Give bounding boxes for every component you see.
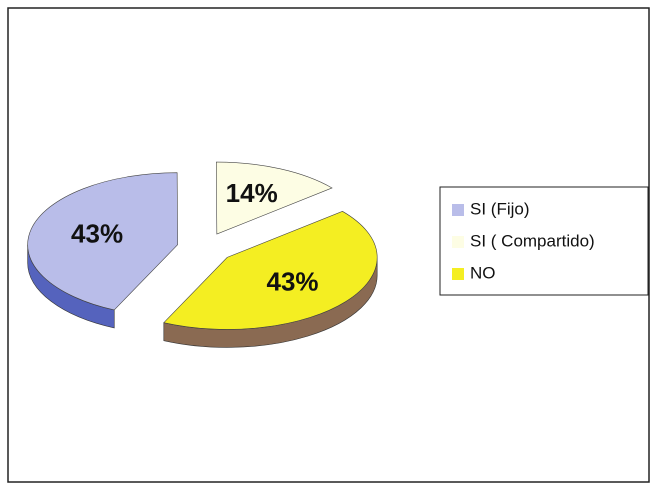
legend-label: SI ( Compartido) bbox=[470, 231, 595, 250]
legend-label: SI (Fijo) bbox=[470, 199, 530, 218]
slice-label: 14% bbox=[226, 178, 278, 208]
slice-label: 43% bbox=[267, 267, 319, 297]
slice-label: 43% bbox=[71, 218, 123, 248]
slice bbox=[163, 210, 378, 330]
slice bbox=[216, 161, 333, 235]
legend-swatch bbox=[452, 268, 464, 280]
legend-swatch bbox=[452, 204, 464, 216]
slice bbox=[27, 172, 178, 311]
legend-box bbox=[439, 186, 649, 296]
legend-label: NO bbox=[470, 263, 496, 282]
legend-swatch bbox=[452, 236, 464, 248]
